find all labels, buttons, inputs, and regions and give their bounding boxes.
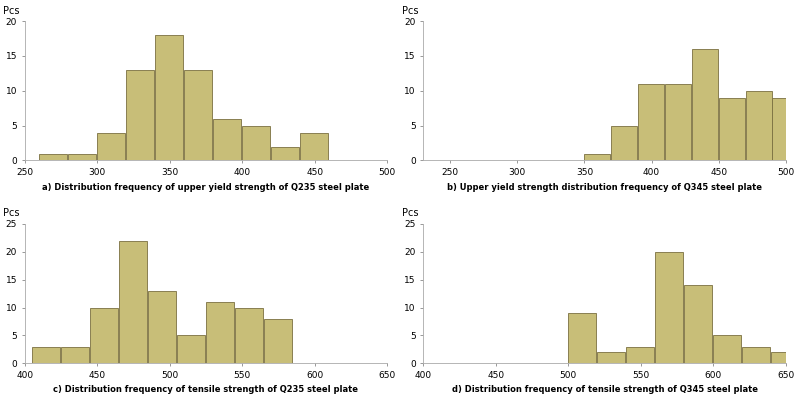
Bar bbox=[771, 352, 799, 363]
Bar bbox=[714, 335, 742, 363]
Bar bbox=[214, 119, 242, 160]
Bar bbox=[235, 308, 263, 363]
Bar bbox=[242, 126, 270, 160]
Bar bbox=[626, 346, 654, 363]
Bar bbox=[148, 291, 176, 363]
Bar bbox=[61, 346, 89, 363]
Bar bbox=[155, 35, 183, 160]
Bar bbox=[177, 335, 205, 363]
Bar bbox=[300, 133, 328, 160]
Bar bbox=[264, 319, 292, 363]
Bar bbox=[638, 84, 664, 160]
Bar bbox=[684, 285, 713, 363]
Bar bbox=[692, 49, 718, 160]
Bar bbox=[742, 346, 770, 363]
X-axis label: c) Distribution frequency of tensile strength of Q235 steel plate: c) Distribution frequency of tensile str… bbox=[54, 386, 358, 394]
Bar bbox=[568, 313, 597, 363]
Bar bbox=[206, 302, 234, 363]
Text: Pcs: Pcs bbox=[402, 208, 418, 218]
Bar bbox=[271, 146, 299, 160]
Bar bbox=[90, 308, 118, 363]
X-axis label: b) Upper yield strength distribution frequency of Q345 steel plate: b) Upper yield strength distribution fre… bbox=[447, 183, 762, 192]
X-axis label: a) Distribution frequency of upper yield strength of Q235 steel plate: a) Distribution frequency of upper yield… bbox=[42, 183, 370, 192]
Text: Pcs: Pcs bbox=[3, 6, 19, 16]
Bar bbox=[184, 70, 212, 160]
Bar bbox=[772, 98, 798, 160]
Bar bbox=[126, 70, 154, 160]
X-axis label: d) Distribution frequency of tensile strength of Q345 steel plate: d) Distribution frequency of tensile str… bbox=[451, 386, 758, 394]
Bar bbox=[655, 252, 683, 363]
Bar bbox=[665, 84, 691, 160]
Bar bbox=[97, 133, 126, 160]
Bar bbox=[718, 98, 745, 160]
Bar bbox=[611, 126, 638, 160]
Bar bbox=[68, 154, 96, 160]
Bar bbox=[746, 91, 771, 160]
Bar bbox=[39, 154, 67, 160]
Text: Pcs: Pcs bbox=[402, 6, 418, 16]
Text: Pcs: Pcs bbox=[3, 208, 19, 218]
Bar bbox=[585, 154, 610, 160]
Bar bbox=[598, 352, 626, 363]
Bar bbox=[32, 346, 60, 363]
Bar bbox=[119, 241, 147, 363]
